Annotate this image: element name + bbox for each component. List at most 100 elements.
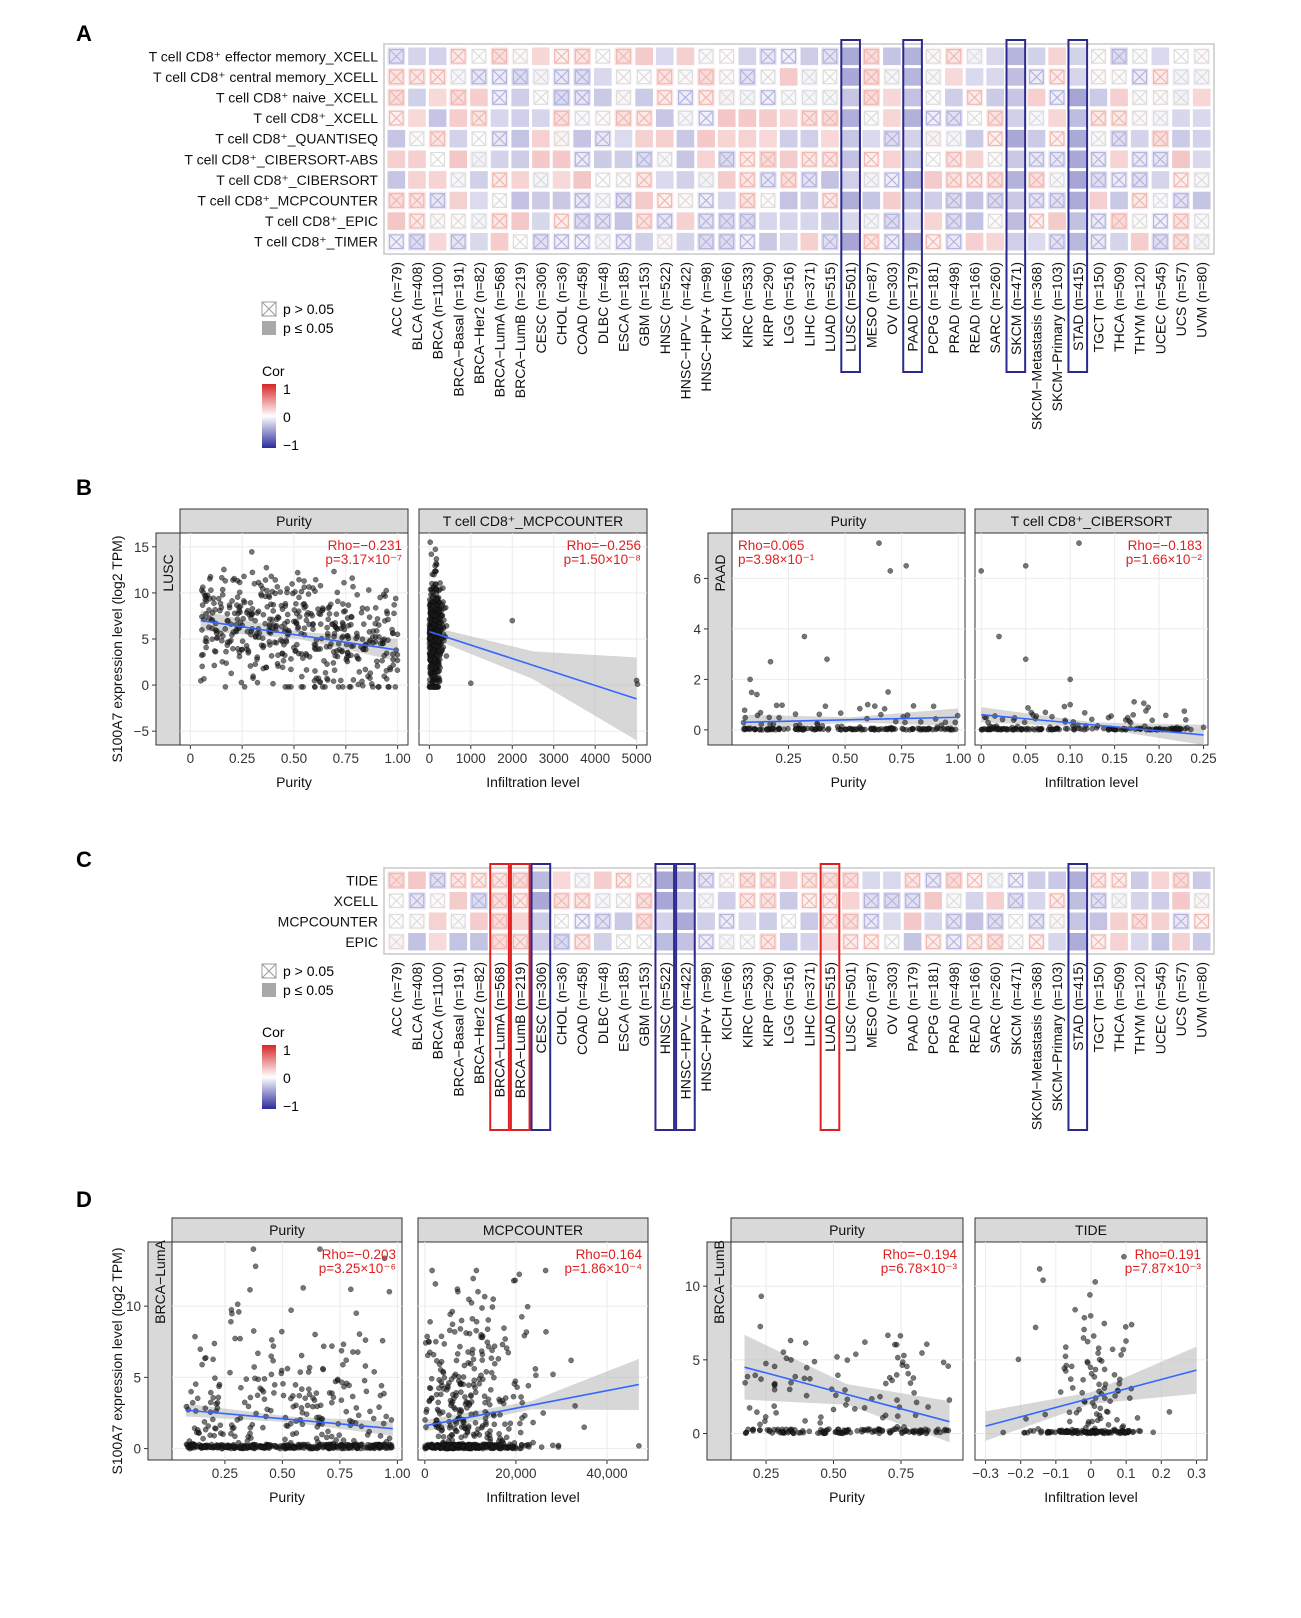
data-point <box>309 612 316 619</box>
heatmap-ns-box <box>1029 213 1044 229</box>
heatmap-cell <box>903 191 922 210</box>
data-point <box>218 637 225 644</box>
heatmap-ns-cross <box>1111 69 1127 85</box>
heatmap-cell <box>676 912 695 930</box>
heatmap-ns-cross <box>409 213 425 229</box>
x-tick-label: 5000 <box>622 751 652 766</box>
heatmap-ns-cross <box>1049 172 1065 188</box>
y-tick-label: 0 <box>692 1426 700 1441</box>
heatmap-cell <box>1068 129 1087 148</box>
heatmap-cell <box>449 191 468 210</box>
data-point <box>325 1428 331 1435</box>
data-point <box>517 1420 523 1427</box>
data-point <box>432 605 439 612</box>
heatmap-cell <box>387 150 406 169</box>
heatmap-cell <box>738 47 757 66</box>
data-point <box>268 1353 275 1360</box>
data-point <box>263 564 270 571</box>
heatmap-ns-box <box>1173 193 1189 208</box>
data-point <box>219 658 226 665</box>
data-point <box>311 677 318 684</box>
heatmap-cell <box>490 109 509 127</box>
heatmap-ns-cross <box>636 213 652 229</box>
data-point <box>268 1337 275 1343</box>
heatmap-ns-cross <box>864 152 879 167</box>
heatmap-ns-box <box>884 234 900 250</box>
data-point <box>386 1435 393 1442</box>
facet-strip-top <box>731 508 966 534</box>
heatmap-ns-box <box>1194 213 1210 229</box>
data-point <box>470 1275 477 1282</box>
data-point <box>247 600 254 606</box>
heatmap-ns-box <box>574 69 590 85</box>
heatmap-cell <box>759 232 777 251</box>
heatmap-column-label: READ (n=166) <box>967 962 983 1053</box>
ns-legend-label-c: p > 0.05 <box>283 963 334 979</box>
heatmap-cell <box>655 129 674 148</box>
y-tick-label: 0 <box>693 723 701 738</box>
heatmap-ns-box <box>801 151 817 167</box>
data-point <box>306 1364 313 1371</box>
heatmap-cell <box>1151 933 1170 951</box>
data-point <box>458 1389 464 1395</box>
data-point <box>228 670 235 677</box>
data-point <box>266 639 273 645</box>
heatmap-cell <box>1192 150 1211 169</box>
data-point <box>470 1431 477 1438</box>
heatmap-column-label: HNSC−HPV− (n=422) <box>677 262 693 399</box>
data-point <box>292 1382 299 1388</box>
data-point <box>747 676 753 683</box>
heatmap-cell <box>1027 871 1046 889</box>
data-point <box>1081 1326 1087 1333</box>
data-point <box>381 673 388 680</box>
data-point <box>288 656 294 662</box>
data-point <box>296 594 302 601</box>
data-point <box>245 648 252 654</box>
heatmap-ns-cross <box>492 131 507 146</box>
heatmap-cell <box>635 88 653 107</box>
data-point <box>252 661 259 668</box>
heatmap-ns-cross <box>678 69 693 85</box>
heatmap-cell <box>655 871 674 889</box>
heatmap-ns-cross <box>781 90 796 105</box>
x-axis-label: Purity <box>276 774 312 790</box>
heatmap-cell <box>965 912 984 930</box>
heatmap-ns-box <box>946 234 962 250</box>
heatmap-ns-box <box>450 234 466 250</box>
heatmap-ns-box <box>801 172 817 188</box>
data-point <box>460 1381 467 1388</box>
data-point <box>844 1357 851 1363</box>
heatmap-cell <box>408 933 426 951</box>
data-point <box>212 1425 219 1432</box>
data-point <box>914 725 921 732</box>
heatmap-cell <box>408 171 426 189</box>
data-point <box>469 1346 476 1353</box>
data-point <box>502 1421 508 1427</box>
x-tick-label: 1000 <box>456 751 486 766</box>
data-point <box>383 1444 390 1451</box>
data-point <box>243 609 250 616</box>
data-point <box>263 664 270 671</box>
heatmap-cell <box>738 129 757 148</box>
heatmap-column-label: BRCA−Basal (n=191) <box>450 262 466 397</box>
heatmap-cell <box>655 171 674 189</box>
data-point <box>906 726 913 733</box>
data-point <box>359 605 366 611</box>
data-point <box>301 578 307 584</box>
heatmap-ns-box <box>574 110 590 126</box>
heatmap-cell <box>1130 871 1149 889</box>
heatmap-cell <box>697 912 715 930</box>
data-point <box>533 1372 539 1379</box>
heatmap-ns-box <box>492 48 507 64</box>
data-point <box>394 657 401 664</box>
data-point <box>222 626 229 632</box>
data-point <box>193 1429 200 1436</box>
data-point <box>881 726 888 733</box>
data-point <box>322 669 329 676</box>
data-point <box>940 1359 947 1366</box>
data-point <box>322 684 328 690</box>
heatmap-column-label: SKCM−Primary (n=103) <box>1049 262 1065 411</box>
heatmap-column-label: THCA (n=509) <box>1111 962 1127 1052</box>
data-point <box>230 645 236 652</box>
heatmap-ns-box <box>698 172 714 188</box>
